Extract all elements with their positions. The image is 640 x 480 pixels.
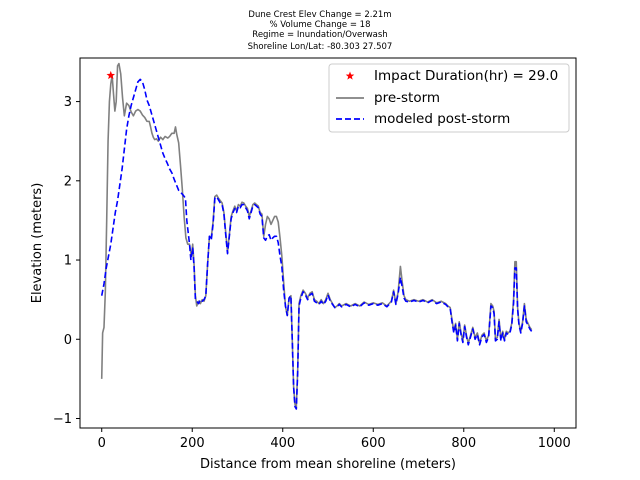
legend-box [328,63,570,133]
x-tick-label: 1000 [538,436,571,451]
y-axis-ticks: −1 0 1 2 3 [53,95,80,427]
marker-layer [106,70,116,80]
x-tick-label: 400 [270,436,295,451]
title-line-3: Regime = Inundation/Overwash [252,30,387,40]
x-tick-label: 600 [361,436,386,451]
title-line-1: Dune Crest Elev Change = 2.21m [248,10,391,20]
legend-marker-label: Impact Duration(hr) = 29.0 [374,68,558,84]
legend-post-storm-label: modeled post-storm [374,111,510,127]
y-tick-label: 1 [64,254,72,269]
series-layer [100,62,533,410]
chart-title: Dune Crest Elev Change = 2.21m % Volume … [248,10,393,52]
plot-frame [79,57,577,429]
y-axis-label: Elevation (meters) [30,183,45,304]
y-tick-label: 2 [64,174,72,189]
y-tick-label: 0 [64,333,72,348]
post-storm-line [100,78,533,410]
legend-pre-storm-label: pre-storm [374,90,440,106]
title-line-2: % Volume Change = 18 [270,20,371,30]
y-tick-label: −1 [53,412,72,427]
title-line-4: Shoreline Lon/Lat: -80.303 27.507 [248,42,393,52]
impact-star-marker [106,70,116,80]
legend-star-icon [345,71,355,80]
x-axis-label: Distance from mean shoreline (meters) [200,457,456,472]
x-axis-ticks: 0 200 400 600 800 1000 [98,428,571,451]
x-tick-label: 800 [451,436,476,451]
x-tick-label: 200 [180,436,205,451]
legend: Impact Duration(hr) = 29.0 pre-storm mod… [328,63,570,133]
y-tick-label: 3 [64,95,72,110]
x-tick-label: 0 [98,436,106,451]
